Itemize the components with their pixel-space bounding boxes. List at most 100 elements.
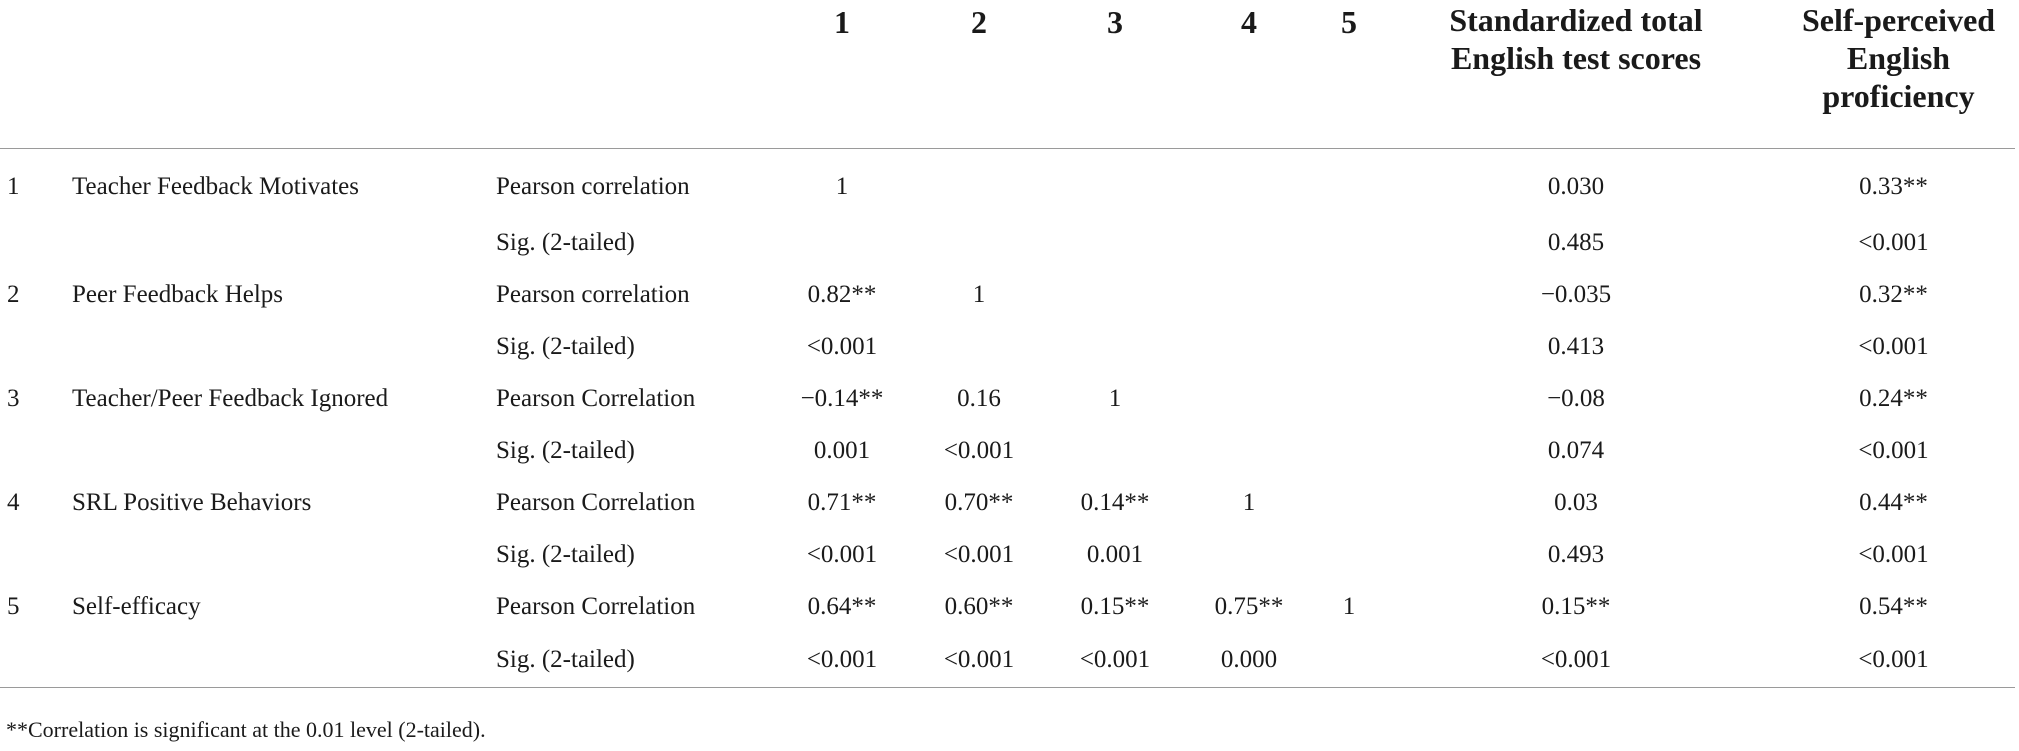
row-stat: Pearson Correlation	[496, 385, 696, 412]
table-header: 1 2 3 4 5 Standardized total English tes…	[0, 0, 2015, 149]
cell-col-1: 1	[835, 173, 849, 200]
cell-self-perceived: <0.001	[1858, 333, 1929, 360]
row-stat: Sig. (2-tailed)	[496, 633, 776, 688]
cell-col-4	[1180, 269, 1318, 321]
cell-col-4	[1180, 529, 1318, 581]
table-row: Sig. (2-tailed) 0.001 <0.001 0.074 <0.00…	[0, 425, 2015, 477]
cell-test-scores: 0.030	[1547, 173, 1605, 200]
row-variable: Peer Feedback Helps	[72, 281, 284, 308]
header-col-5: 5	[1318, 0, 1380, 149]
cell-col-3	[1050, 269, 1180, 321]
table-row: Sig. (2-tailed) <0.001 0.413 <0.001	[0, 321, 2015, 373]
table-footnote: **Correlation is significant at the 0.01…	[6, 717, 486, 742]
correlation-table: 1 2 3 4 5 Standardized total English tes…	[0, 0, 2015, 688]
cell-col-5	[1318, 477, 1380, 529]
cell-self-perceived: 0.24**	[1859, 385, 1928, 412]
cell-self-perceived: <0.001	[1772, 633, 2015, 688]
row-stat: Pearson Correlation	[496, 489, 696, 516]
row-index: 5	[7, 593, 20, 620]
row-index: 3	[7, 385, 20, 412]
cell-col-1	[776, 217, 908, 269]
cell-col-4	[1180, 373, 1318, 425]
cell-col-2	[908, 217, 1050, 269]
cell-col-1: 0.001	[813, 437, 871, 464]
row-index	[0, 633, 72, 688]
cell-col-3	[1050, 217, 1180, 269]
cell-col-2: 1	[972, 281, 986, 308]
cell-self-perceived: <0.001	[1858, 541, 1929, 568]
cell-self-perceived: 0.32**	[1859, 281, 1928, 308]
cell-test-scores: 0.03	[1554, 489, 1598, 516]
cell-col-1: −0.14**	[800, 385, 884, 412]
cell-col-4	[1180, 217, 1318, 269]
cell-self-perceived: <0.001	[1858, 437, 1929, 464]
cell-col-3: 1	[1108, 385, 1122, 412]
cell-col-1: <0.001	[806, 333, 878, 360]
cell-col-3: 0.14**	[1080, 489, 1150, 516]
cell-col-2: <0.001	[943, 541, 1015, 568]
cell-col-4	[1180, 425, 1318, 477]
row-variable	[72, 633, 496, 688]
cell-test-scores: 0.485	[1547, 229, 1605, 256]
row-stat: Sig. (2-tailed)	[496, 541, 635, 568]
cell-col-5	[1318, 373, 1380, 425]
row-index	[0, 217, 72, 269]
cell-col-2: 0.16	[957, 385, 1001, 412]
row-variable	[72, 529, 496, 581]
cell-col-5	[1318, 529, 1380, 581]
row-index: 4	[7, 489, 20, 516]
header-col-4: 4	[1180, 0, 1318, 149]
cell-test-scores: 0.493	[1547, 541, 1605, 568]
cell-col-1: 0.82**	[807, 281, 877, 308]
cell-col-3	[1050, 321, 1180, 373]
row-stat: Pearson correlation	[496, 281, 690, 308]
cell-col-3: 0.15**	[1080, 593, 1150, 620]
row-variable: Self-efficacy	[72, 593, 201, 620]
row-variable: Teacher/Peer Feedback Ignored	[72, 385, 389, 412]
cell-self-perceived: 0.33**	[1859, 173, 1928, 200]
table-row: 5 Self-efficacy Pearson Correlation 0.64…	[0, 581, 2015, 633]
cell-test-scores: 0.15**	[1541, 593, 1611, 620]
row-variable: SRL Positive Behaviors	[72, 489, 312, 516]
row-variable	[72, 321, 496, 373]
cell-col-5	[1318, 269, 1380, 321]
header-stat	[496, 0, 776, 149]
cell-test-scores: −0.035	[1540, 281, 1612, 308]
cell-col-4: 1	[1242, 489, 1256, 516]
table-row: Sig. (2-tailed) <0.001 <0.001 0.001 0.49…	[0, 529, 2015, 581]
row-stat: Sig. (2-tailed)	[496, 437, 635, 464]
cell-col-3: 0.001	[1086, 541, 1144, 568]
cell-col-1: <0.001	[776, 633, 908, 688]
row-index	[0, 321, 72, 373]
cell-col-1: <0.001	[806, 541, 878, 568]
row-index	[0, 425, 72, 477]
cell-test-scores: <0.001	[1380, 633, 1772, 688]
row-stat: Pearson correlation	[496, 173, 690, 200]
table-row: Sig. (2-tailed) <0.001 <0.001 <0.001 0.0…	[0, 633, 2015, 688]
row-index	[0, 529, 72, 581]
table-row: Sig. (2-tailed) 0.485 <0.001	[0, 217, 2015, 269]
cell-col-4	[1180, 321, 1318, 373]
header-col-3: 3	[1050, 0, 1180, 149]
cell-col-3	[1050, 149, 1180, 218]
cell-col-5: 1	[1342, 593, 1356, 620]
header-col-2: 2	[908, 0, 1050, 149]
cell-col-4	[1180, 149, 1318, 218]
header-test-scores: Standardized total English test scores	[1380, 0, 1772, 149]
cell-col-2: 0.60**	[944, 593, 1014, 620]
cell-col-5	[1318, 217, 1380, 269]
cell-col-3: <0.001	[1050, 633, 1180, 688]
cell-col-1: 0.64**	[807, 593, 877, 620]
cell-col-2: <0.001	[908, 633, 1050, 688]
cell-col-5	[1318, 425, 1380, 477]
row-index: 2	[7, 281, 20, 308]
table-row: 3 Teacher/Peer Feedback Ignored Pearson …	[0, 373, 2015, 425]
row-variable	[72, 425, 496, 477]
cell-self-perceived: <0.001	[1858, 229, 1929, 256]
cell-col-5	[1318, 633, 1380, 688]
cell-col-2	[908, 149, 1050, 218]
cell-col-5	[1318, 321, 1380, 373]
header-index	[0, 0, 72, 149]
cell-test-scores: 0.074	[1547, 437, 1605, 464]
